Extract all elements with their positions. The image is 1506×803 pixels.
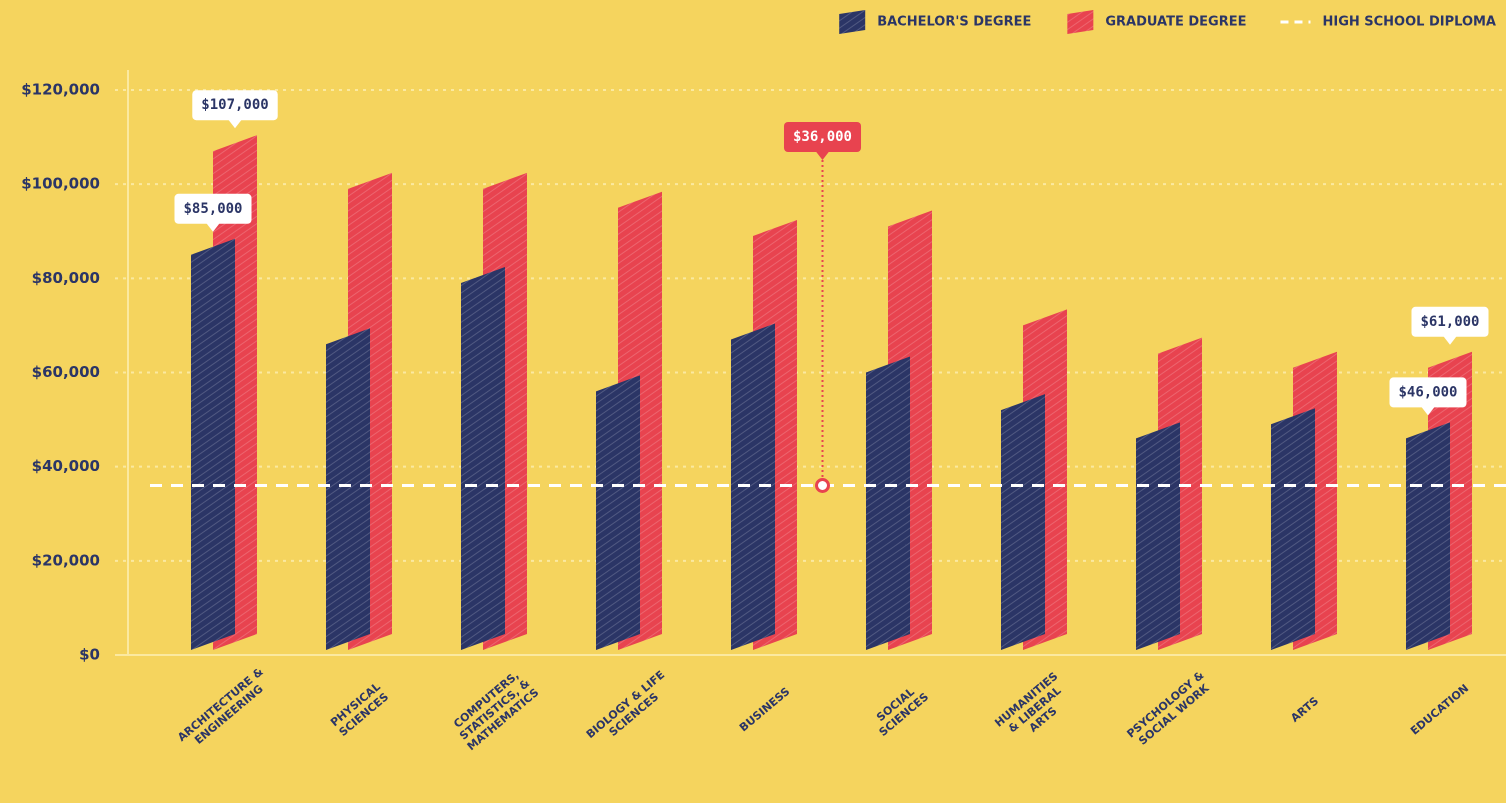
bar-hatch [461,267,505,650]
bar-hatch [866,356,910,650]
reference-dot [815,478,830,493]
y-tick-label: $80,000 [32,269,100,287]
value-label-text: $46,000 [1398,384,1457,400]
value-label-box [174,193,252,224]
value-label-text: $85,000 [183,201,242,217]
value-label-pointer [815,151,830,160]
value-label: $85,000 [174,193,252,232]
value-label: $61,000 [1411,306,1489,345]
bar-hatch [1271,408,1315,650]
legend-label: HIGH SCHOOL DIPLOMA [1322,15,1496,30]
value-label-box [783,122,862,152]
legend-label: GRADUATE DEGREE [1105,15,1246,30]
legend-swatch-hatch [839,10,866,34]
y-tick-label: $0 [79,646,100,664]
value-label-text: $107,000 [201,97,268,113]
y-tick-label: $100,000 [21,175,100,193]
bar-hatch [1001,394,1045,650]
y-tick-label: $60,000 [32,363,100,381]
value-label-box [1389,377,1467,408]
legend-label: BACHELOR'S DEGREE [877,15,1031,30]
value-label-box [192,90,278,121]
y-tick-label: $20,000 [32,551,100,569]
bar-hatch [1406,422,1450,650]
bar-hatch [191,238,235,650]
value-label-text: $36,000 [793,129,852,145]
value-label-pointer [1443,335,1457,345]
bar-hatch [326,328,370,650]
legend-swatch-hatch [1067,10,1094,34]
legend: HIGH SCHOOL DIPLOMA GRADUATE DEGREE BACHEL… [839,10,1496,34]
value-label: $46,000 [1389,377,1467,416]
bar-hatch [731,323,775,650]
bar-hatch [1136,422,1180,650]
value-label: $36,000 [783,122,862,160]
value-label-pointer [1421,406,1435,416]
value-label-pointer [228,119,242,129]
value-label-text: $61,000 [1420,314,1479,330]
y-tick-label: $120,000 [21,81,100,99]
value-label-box [1411,306,1489,337]
value-label-pointer [206,222,220,232]
bar-hatch [596,375,640,650]
y-tick-label: $40,000 [32,457,100,475]
value-label: $107,000 [192,90,278,129]
